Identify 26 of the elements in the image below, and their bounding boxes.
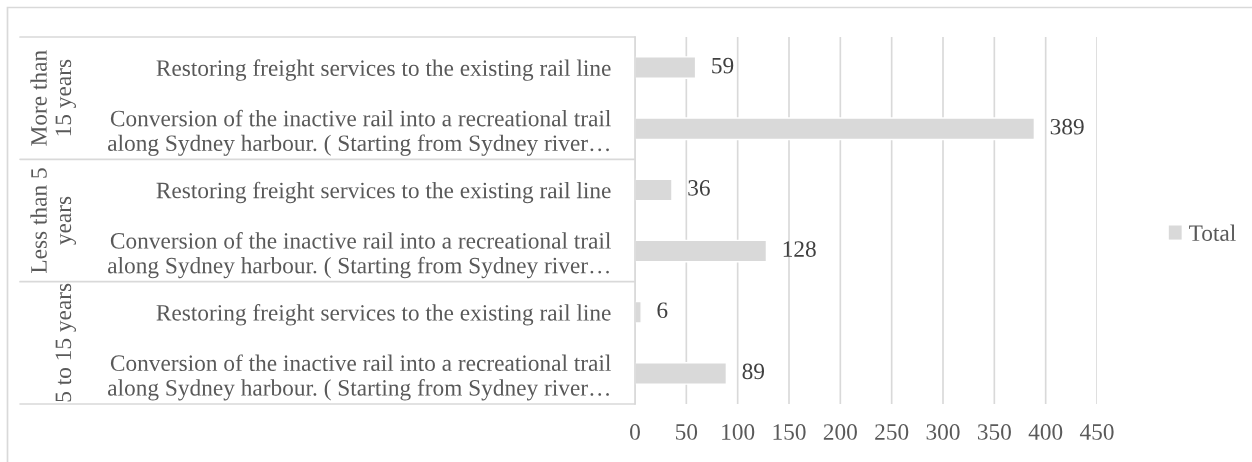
y-tick-label: Conversion of the inactive rail into a recreational trail along Sydney harbour. ( Starting from Sydney river… xyxy=(108,354,611,401)
data-label: 59 xyxy=(712,57,734,74)
x-tick-label: 50 xyxy=(676,424,698,440)
y-tick-label: Conversion of the inactive rail into a recreational trail along Sydney harbour. ( Starting from Sydney river… xyxy=(108,109,611,156)
y-tick-label: Conversion of the inactive rail into a recreational trail along Sydney harbour. ( Starting from Sydney river… xyxy=(108,232,611,279)
text: More than 15 years xyxy=(30,50,76,146)
y-tick-label: Restoring freight services to the existing rail line xyxy=(156,181,611,204)
text: 5 to 15 years xyxy=(55,283,76,402)
x-tick-label: 450 xyxy=(1079,424,1114,440)
x-tick-label: 350 xyxy=(977,424,1011,440)
x-tick-label: 250 xyxy=(875,424,909,440)
data-label: 6 xyxy=(657,302,668,319)
data-label: 389 xyxy=(1050,118,1084,135)
y-tick-label: Restoring freight services to the existing rail line xyxy=(156,59,611,81)
x-tick-label: 100 xyxy=(722,424,755,440)
y-tick-label: Restoring freight services to the existing rail line xyxy=(156,304,611,326)
text: Less than 5 years xyxy=(30,168,76,273)
data-label: 36 xyxy=(688,180,710,196)
legend-label: Total xyxy=(1189,224,1236,242)
x-tick-label: 150 xyxy=(773,424,806,440)
x-tick-label: 400 xyxy=(1028,424,1063,440)
data-label: 128 xyxy=(783,241,816,257)
x-tick-label: 0 xyxy=(630,424,640,440)
x-tick-label: 300 xyxy=(926,424,960,440)
data-label: 89 xyxy=(742,363,765,380)
x-tick-label: 200 xyxy=(823,424,857,440)
